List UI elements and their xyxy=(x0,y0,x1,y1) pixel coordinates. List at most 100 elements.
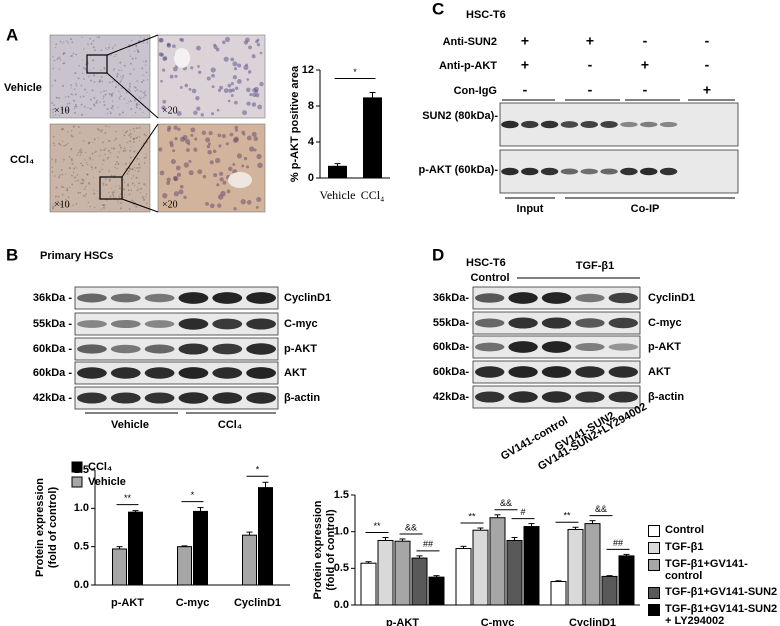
nucleus xyxy=(115,137,118,140)
nucleus xyxy=(104,47,107,49)
blot-band xyxy=(541,292,572,304)
nucleus xyxy=(109,151,112,154)
vessel xyxy=(228,172,252,188)
nucleus xyxy=(101,80,103,83)
nucleus xyxy=(74,93,77,96)
nucleus xyxy=(124,149,127,152)
legend-swatch xyxy=(648,587,660,599)
nucleus xyxy=(108,81,111,84)
nucleus xyxy=(117,90,120,92)
nucleus xyxy=(70,148,73,151)
protein-label: AKT xyxy=(648,366,671,378)
nucleus xyxy=(82,149,84,151)
nucleus xyxy=(51,102,54,105)
nucleus xyxy=(100,49,103,51)
bar xyxy=(550,581,567,606)
nucleus xyxy=(63,158,65,161)
nucleus xyxy=(243,40,248,45)
blot-band xyxy=(541,391,572,403)
nucleus xyxy=(85,161,88,164)
nucleus xyxy=(206,144,211,149)
nucleus xyxy=(93,67,95,69)
nucleus xyxy=(177,127,181,132)
nucleus xyxy=(170,159,176,165)
nucleus xyxy=(128,88,130,91)
nucleus xyxy=(206,76,211,81)
nucleus xyxy=(102,97,104,99)
condition-sign: - xyxy=(588,57,593,73)
nucleus xyxy=(56,59,58,61)
nucleus xyxy=(246,135,252,141)
nucleus xyxy=(246,78,250,81)
nucleus xyxy=(77,191,80,194)
nucleus xyxy=(67,143,69,145)
nucleus xyxy=(119,193,122,195)
group-label: CCl₄ xyxy=(218,419,242,431)
marker-label: 55kDa- xyxy=(433,317,469,329)
nucleus xyxy=(114,163,117,166)
bar xyxy=(523,526,540,606)
nucleus xyxy=(61,108,63,111)
nucleus xyxy=(104,178,107,181)
nucleus xyxy=(136,88,139,91)
nucleus xyxy=(128,101,130,103)
nucleus xyxy=(81,182,84,185)
nucleus xyxy=(71,41,74,44)
nucleus xyxy=(65,201,67,203)
nucleus xyxy=(217,88,222,93)
nucleus xyxy=(224,36,231,43)
nucleus xyxy=(51,207,54,210)
vessel xyxy=(174,48,190,68)
nucleus xyxy=(213,44,218,50)
nucleus xyxy=(67,205,70,208)
nucleus xyxy=(66,40,68,42)
nucleus xyxy=(97,197,99,200)
blot-band xyxy=(110,367,141,379)
legend-label: TGF-β1+GV141-SUN2 + LY294002 xyxy=(665,603,778,626)
nucleus xyxy=(100,75,103,78)
nucleus xyxy=(146,42,149,44)
nucleus xyxy=(52,205,55,208)
nucleus xyxy=(118,185,120,187)
blot-band xyxy=(659,121,678,128)
nucleus xyxy=(60,204,63,206)
blot-band xyxy=(508,341,538,353)
nucleus xyxy=(185,148,190,152)
nucleus xyxy=(175,165,181,171)
nucleus xyxy=(103,184,105,186)
nucleus xyxy=(162,99,167,104)
nucleus xyxy=(54,175,56,177)
co-ip-panel: Anti-SUN2 + + - - Anti-p-AKT + - + - Con-IgG - - - + SU… xyxy=(419,33,739,215)
nucleus xyxy=(183,162,190,168)
nucleus xyxy=(256,38,260,42)
nucleus xyxy=(129,72,132,75)
nucleus xyxy=(120,69,123,72)
nucleus xyxy=(52,111,54,114)
nucleus xyxy=(80,84,83,87)
nucleus xyxy=(162,193,168,199)
nucleus xyxy=(122,179,125,181)
nucleus xyxy=(134,90,136,92)
blot-band xyxy=(600,168,618,175)
nucleus xyxy=(207,149,213,155)
nucleus xyxy=(205,137,211,143)
nucleus xyxy=(112,194,115,197)
nucleus xyxy=(88,183,91,185)
condition-label: Con-IgG xyxy=(454,85,497,97)
lane-label: GV141-SUN2+LY294002 xyxy=(536,401,649,473)
nucleus xyxy=(80,113,84,116)
nucleus xyxy=(104,93,107,96)
blot-band xyxy=(620,167,638,176)
nucleus xyxy=(127,184,130,187)
legend-item: TGF-β1+GV141-SUN2 xyxy=(648,586,780,599)
y-axis-label: Protein expression xyxy=(34,478,46,577)
nucleus xyxy=(72,126,74,128)
significance-label: ** xyxy=(124,493,132,503)
nucleus xyxy=(134,111,137,114)
nucleus xyxy=(130,108,133,110)
nucleus xyxy=(193,147,198,152)
nucleus xyxy=(81,164,84,167)
nucleus xyxy=(216,183,220,187)
nucleus xyxy=(93,138,96,141)
nucleus xyxy=(142,74,144,76)
